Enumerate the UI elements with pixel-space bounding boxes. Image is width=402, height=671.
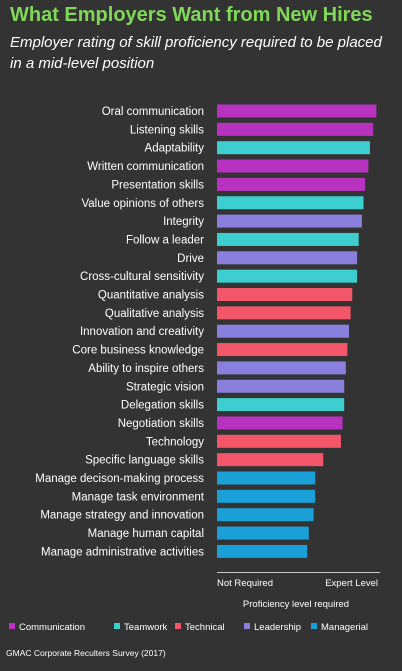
legend-label-communication: Communication [19, 622, 85, 633]
bar-manage-administrative-activities [217, 544, 308, 558]
bar-manage-task-environment [217, 489, 316, 503]
x-tick-label-max: Expert Level [325, 578, 378, 589]
bar-quantitative-analysis [217, 288, 353, 301]
bar-ability-to-inspire-others [217, 361, 346, 375]
bar-adaptability [217, 141, 370, 155]
bar-presentation-skills [217, 177, 366, 191]
bar-innovation-and-creativity [217, 324, 350, 338]
bar-manage-strategy-and-innovation [217, 508, 314, 522]
category-label-manage-decison-making-process: Manage decison-making process [35, 473, 204, 485]
chart-title: What Employers Want from New Hires [10, 4, 373, 26]
category-label-integrity: Integrity [163, 216, 204, 228]
bar-listening-skills [217, 122, 374, 136]
chart-subtitle: Employer rating of skill proficiency req… [10, 34, 382, 72]
bar-manage-decison-making-process [217, 471, 316, 485]
legend-swatch-managerial [311, 623, 317, 629]
bar-follow-a-leader [217, 232, 359, 246]
legend-swatch-communication [9, 623, 15, 629]
category-label-drive: Drive [177, 253, 204, 265]
legend-label-managerial: Managerial [321, 622, 368, 633]
category-label-follow-a-leader: Follow a leader [126, 234, 204, 246]
bar-drive [217, 251, 358, 265]
bar-delegation-skills [217, 398, 345, 412]
category-label-manage-strategy-and-innovation: Manage strategy and innovation [40, 510, 204, 522]
category-label-oral-communication: Oral communication [102, 106, 204, 118]
legend-label-leadership: Leadership [254, 622, 301, 633]
category-label-technology: Technology [146, 436, 204, 448]
bar-integrity [217, 214, 362, 228]
category-label-adaptability: Adaptability [145, 143, 205, 155]
bar-written-communication [217, 159, 369, 173]
category-label-ability-to-inspire-others: Ability to inspire others [88, 363, 204, 375]
legend-label-teamwork: Teamwork [124, 622, 168, 633]
legend-swatch-teamwork [114, 623, 120, 629]
bar-qualitative-analysis [217, 306, 351, 320]
category-label-presentation-skills: Presentation skills [111, 179, 204, 191]
source-note: GMAC Corporate Reculters Survey (2017) [6, 648, 166, 658]
bar-strategic-vision [217, 379, 345, 393]
category-label-listening-skills: Listening skills [130, 124, 204, 136]
category-label-quantitative-analysis: Quantitative analysis [98, 290, 204, 302]
category-label-value-opinions-of-others: Value opinions of others [81, 198, 204, 210]
bar-negotiation-skills [217, 416, 343, 430]
bar-specific-language-skills [217, 453, 324, 467]
category-label-negotiation-skills: Negotiation skills [118, 418, 205, 430]
category-label-manage-human-capital: Manage human capital [88, 528, 204, 540]
category-label-delegation-skills: Delegation skills [121, 400, 204, 412]
category-label-innovation-and-creativity: Innovation and creativity [80, 326, 204, 338]
category-label-specific-language-skills: Specific language skills [85, 455, 204, 467]
category-label-strategic-vision: Strategic vision [126, 381, 204, 393]
legend-label-technical: Technical [185, 622, 225, 633]
category-label-written-communication: Written communication [87, 161, 204, 173]
legend-swatch-leadership [244, 623, 250, 629]
bar-value-opinions-of-others [217, 196, 364, 210]
category-label-qualitative-analysis: Qualitative analysis [105, 308, 204, 320]
category-label-cross-cultural-sensitivity: Cross-cultural sensitivity [80, 271, 204, 283]
category-label-core-business-knowledge: Core business knowledge [72, 345, 204, 357]
category-label-manage-administrative-activities: Manage administrative activities [41, 546, 204, 558]
bar-technology [217, 434, 341, 448]
x-tick-label-min: Not Required [217, 578, 273, 589]
legend-swatch-technical [175, 623, 181, 629]
category-label-manage-task-environment: Manage task environment [72, 491, 205, 503]
bar-manage-human-capital [217, 526, 309, 540]
x-axis-title: Proficiency level required [243, 599, 349, 610]
bar-oral-communication [217, 104, 377, 118]
bar-core-business-knowledge [217, 343, 348, 357]
bar-cross-cultural-sensitivity [217, 269, 358, 283]
